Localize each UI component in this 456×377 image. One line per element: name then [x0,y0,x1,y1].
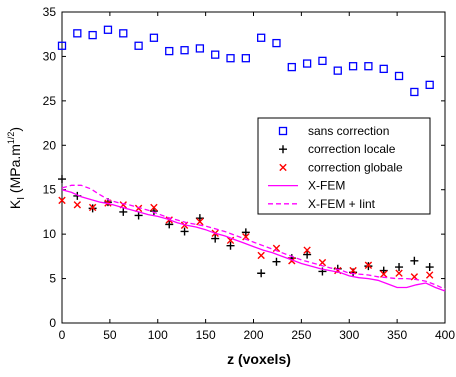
point-sans-correction [241,54,250,63]
point-sans-correction [165,46,174,56]
y-tick-label: 30 [43,49,57,63]
legend: sans correction correction locale correcti… [257,117,431,215]
point-sans-correction [180,46,189,55]
point-correction-locale [211,234,220,243]
y-tick-label: 15 [43,183,57,197]
point-correction-globale [257,251,265,260]
y-tick-label: 35 [43,5,57,19]
point-correction-globale [380,270,388,278]
x-tick-label: 150 [196,328,216,342]
point-sans-correction [103,25,113,34]
point-correction-locale [165,220,174,229]
point-correction-locale [410,256,419,265]
legend-swatch-sans-correction [278,126,288,136]
point-correction-locale [425,263,434,272]
point-sans-correction [211,50,220,59]
x-tick-label: 0 [59,328,66,342]
x-tick-label: 350 [387,328,407,342]
point-correction-globale [303,246,311,254]
point-sans-correction [73,29,82,38]
point-sans-correction [119,29,128,38]
y-tick-label: 20 [43,138,57,152]
point-sans-correction [348,62,358,71]
point-sans-correction [425,80,434,90]
series-line-x-fem [61,189,446,292]
point-correction-globale [73,201,82,209]
y-tick-label: 0 [49,316,56,330]
series-line-x-fem-iint [61,184,446,290]
chart-marks [57,25,446,292]
x-tick-label: 100 [148,328,168,342]
point-sans-correction [364,62,373,71]
y-tick-label: 10 [43,227,57,241]
legend-label-correction-globale: correction globale [308,160,403,174]
point-sans-correction [302,59,312,68]
y-label-close: ) [7,127,23,132]
point-correction-globale [242,233,250,241]
point-sans-correction [149,33,159,42]
point-sans-correction [272,38,281,48]
point-sans-correction [287,62,296,72]
legend-label-x-fem-iint: X-FEM + Iint [308,197,376,211]
y-label-unit: (MPa.m [7,144,23,197]
legend-label-x-fem: X-FEM [308,179,345,193]
y-label-exponent: 1/2 [6,132,16,145]
x-tick-label: 250 [291,328,311,342]
point-correction-locale [180,227,189,236]
point-correction-locale [241,228,250,237]
x-tick-label: 300 [339,328,359,342]
point-correction-locale [134,211,143,220]
point-sans-correction [88,30,97,40]
x-tick-label: 400 [435,328,455,342]
point-correction-locale [257,269,266,278]
legend-swatch-correction-globale [279,163,287,172]
point-correction-globale [196,218,204,226]
point-correction-globale [150,203,158,212]
tick-labels: 0 50 100 150 200 250 300 350 400 0 5 10 15 20 25 30 35 [43,5,456,342]
y-tick-label: 5 [49,272,56,286]
legend-swatch-correction-locale [279,145,287,154]
point-sans-correction [195,44,205,53]
y-tick-label: 25 [43,94,57,108]
point-correction-locale [272,257,281,266]
point-correction-globale [58,196,66,205]
point-correction-globale [134,204,143,213]
point-sans-correction [410,87,419,97]
x-tick-label: 50 [103,328,117,342]
point-sans-correction [257,33,266,42]
point-sans-correction [57,41,67,50]
axis-ticks [61,11,446,324]
y-label-symbol: K [7,199,23,209]
point-sans-correction [226,54,235,63]
point-correction-globale [395,269,403,277]
point-correction-globale [88,203,97,212]
legend-label-correction-locale: correction locale [308,142,396,156]
point-correction-locale [303,250,312,259]
point-sans-correction [318,56,327,66]
point-sans-correction [333,66,342,75]
point-sans-correction [379,64,388,74]
point-sans-correction [394,71,404,81]
point-correction-locale [395,263,404,272]
y-axis-label: KI (MPa.m1/2) [6,127,27,209]
point-correction-locale [58,175,66,184]
point-correction-locale [119,207,128,216]
point-correction-globale [364,261,373,269]
point-sans-correction [134,41,143,50]
x-axis-label: z (voxels) [227,351,291,367]
point-correction-globale [425,271,434,279]
x-tick-label: 200 [243,328,263,342]
y-label-subscript: I [16,197,27,200]
legend-label-sans-correction: sans correction [308,124,389,138]
point-correction-locale [226,241,235,250]
